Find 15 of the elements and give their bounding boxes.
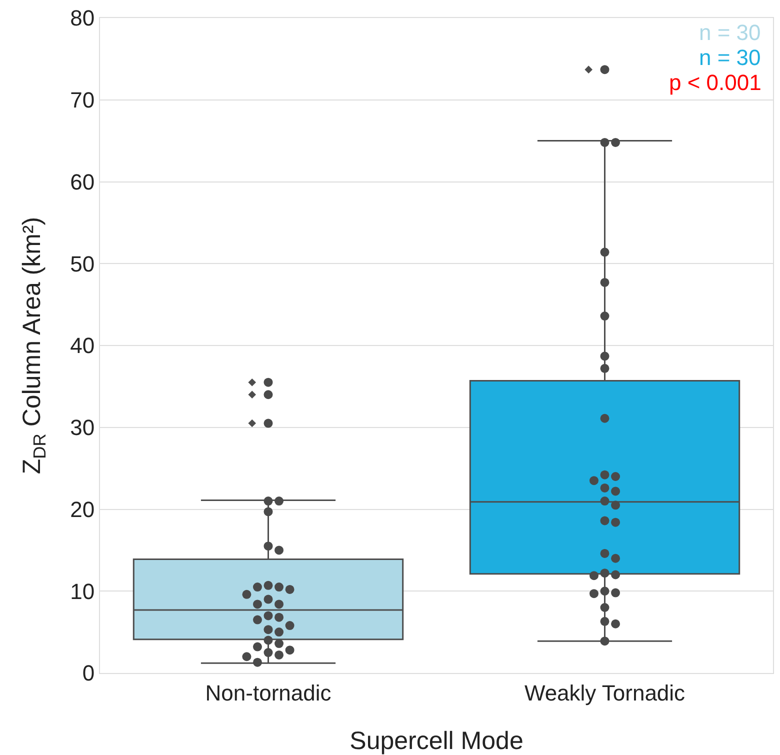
- y-tick-label: 80: [70, 6, 95, 31]
- y-tick-label: 20: [70, 496, 95, 522]
- annotation: n = 30: [699, 45, 761, 70]
- y-tick-label: 30: [70, 415, 95, 440]
- y-tick-label: 60: [70, 169, 95, 194]
- x-tick-label: Non-tornadic: [205, 680, 332, 706]
- y-tick-label: 50: [70, 251, 95, 276]
- x-tick-label: Weakly Tornadic: [524, 680, 686, 706]
- y-tick-label: 40: [70, 333, 95, 358]
- x-axis-title: Supercell Mode: [350, 727, 524, 755]
- y-tick-label: 0: [82, 660, 95, 686]
- y-tick-label: 10: [70, 578, 95, 604]
- y-tick-label: 70: [70, 88, 95, 113]
- annotation: p < 0.001: [669, 70, 762, 95]
- annotation: n = 30: [699, 20, 761, 45]
